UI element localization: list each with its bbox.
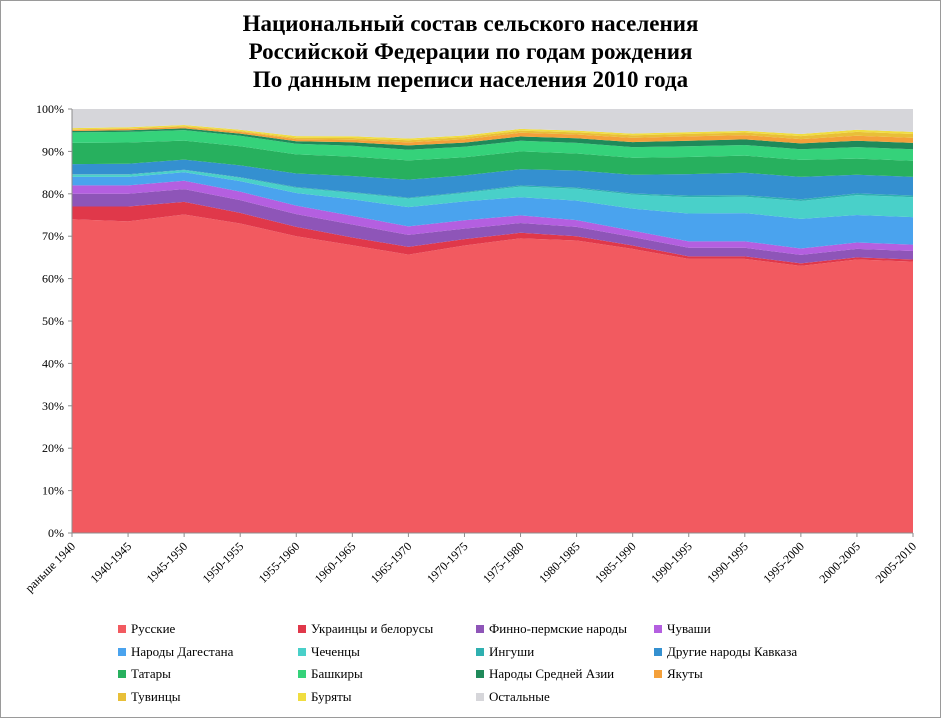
legend-swatch xyxy=(118,670,126,678)
area-series-9 xyxy=(72,130,913,161)
legend-label: Остальные xyxy=(489,688,550,704)
y-tick-label: 40% xyxy=(42,356,64,370)
x-tick-label: 1990-1995 xyxy=(648,539,695,586)
x-tick-label: 1940-1945 xyxy=(88,539,135,586)
legend-swatch xyxy=(476,670,484,678)
legend-swatch xyxy=(118,625,126,633)
area-series-1 xyxy=(72,201,913,266)
y-tick-label: 100% xyxy=(36,102,64,116)
x-tick-label: 1975-1980 xyxy=(480,539,527,586)
legend-swatch xyxy=(118,692,126,701)
legend-label: Буряты xyxy=(311,688,352,704)
y-tick-label: 90% xyxy=(42,144,64,158)
legend-swatch xyxy=(476,647,484,656)
legend-swatch xyxy=(654,670,662,678)
y-tick-label: 10% xyxy=(42,484,64,498)
area-series-5 xyxy=(72,170,913,219)
legend-label: Народы Средней Азии xyxy=(489,666,615,681)
x-tick-label: 2005-2010 xyxy=(872,539,919,586)
legend-item: Тувинцы xyxy=(118,688,181,706)
legend-item: Русские xyxy=(118,620,175,638)
area-series-11 xyxy=(72,127,913,146)
x-tick-label: 1955-1960 xyxy=(256,539,303,586)
chart-title-line-3: По данным переписи населения 2010 года xyxy=(252,67,689,92)
legend-swatch xyxy=(476,692,484,701)
x-tick-label: 1995-2000 xyxy=(760,539,807,586)
legend-item: Народы Средней Азии xyxy=(476,665,614,683)
area-series-group xyxy=(72,109,913,533)
legend-label: Якуты xyxy=(667,666,703,681)
legend-label: Тувинцы xyxy=(131,688,181,704)
area-series-0 xyxy=(72,214,913,533)
x-tick-label: 1950-1955 xyxy=(200,539,247,586)
legend-swatch xyxy=(298,625,306,633)
chart-title-line-2: Российской Федерации по годам рождения xyxy=(248,39,693,64)
legend-item: Чуваши xyxy=(654,620,711,638)
legend-label: Ингуши xyxy=(489,643,535,659)
area-series-10 xyxy=(72,128,913,150)
chart-title-line-1: Национальный состав сельского населения xyxy=(242,11,699,36)
legend-swatch xyxy=(654,647,662,656)
y-tick-label: 30% xyxy=(42,399,64,413)
legend-item: Буряты xyxy=(298,688,352,706)
legend-item: Татары xyxy=(118,665,171,683)
legend-item: Башкиры xyxy=(298,665,363,683)
area-series-14 xyxy=(72,109,913,139)
area-series-8 xyxy=(72,140,913,180)
legend-label: Другие народы Кавказа xyxy=(667,643,798,659)
legend-label: Башкиры xyxy=(311,666,363,681)
x-tick-label: 1945-1950 xyxy=(144,539,191,586)
area-series-3 xyxy=(72,180,913,255)
legend-label: Финно-пермские народы xyxy=(489,621,627,636)
area-series-12 xyxy=(72,126,913,143)
legend-item: Украинцы и белорусы xyxy=(298,620,433,638)
y-tick-label: 70% xyxy=(42,229,64,243)
y-tick-label: 20% xyxy=(42,441,64,455)
area-series-7 xyxy=(72,159,913,200)
x-tick-label: 1960-1965 xyxy=(312,539,359,586)
area-series-13 xyxy=(72,125,913,141)
x-tick-label: 1985-1990 xyxy=(592,539,639,586)
area-series-4 xyxy=(72,172,913,249)
legend-label: Татары xyxy=(131,666,171,681)
y-tick-label: 0% xyxy=(48,526,64,540)
area-series-6 xyxy=(72,169,913,202)
legend-label: Русские xyxy=(131,621,176,636)
chart-title: Национальный состав сельского населения … xyxy=(0,10,941,94)
legend-swatch xyxy=(298,670,306,678)
legend-item: Другие народы Кавказа xyxy=(654,643,797,661)
x-tick-label: 1980-1985 xyxy=(536,539,583,586)
legend-label: Чуваши xyxy=(667,621,711,636)
x-tick-label: 1970-1975 xyxy=(424,539,471,586)
legend-item: Финно-пермские народы xyxy=(476,620,627,638)
y-tick-label: 60% xyxy=(42,272,64,286)
y-tick-label: 50% xyxy=(42,314,64,328)
legend-swatch xyxy=(476,625,484,633)
x-tick-label: 1965-1970 xyxy=(368,539,415,586)
legend-label: Украинцы и белорусы xyxy=(311,621,434,636)
legend-item: Народы Дагестана xyxy=(118,643,233,661)
legend-label: Народы Дагестана xyxy=(131,643,234,659)
x-tick-label: раньше 1940 xyxy=(22,539,78,595)
x-tick-label: 1990-1995 xyxy=(704,539,751,586)
y-tick-label: 80% xyxy=(42,187,64,201)
legend-swatch xyxy=(654,625,662,633)
legend-item: Чеченцы xyxy=(298,643,360,661)
legend-item: Ингуши xyxy=(476,643,534,661)
legend-label: Чеченцы xyxy=(311,643,360,659)
legend-item: Якуты xyxy=(654,665,703,683)
legend-item: Остальные xyxy=(476,688,550,706)
area-series-2 xyxy=(72,189,913,264)
legend-swatch xyxy=(118,647,126,656)
x-tick-label: 2000-2005 xyxy=(816,539,863,586)
legend-swatch xyxy=(298,647,306,656)
legend-swatch xyxy=(298,692,306,701)
